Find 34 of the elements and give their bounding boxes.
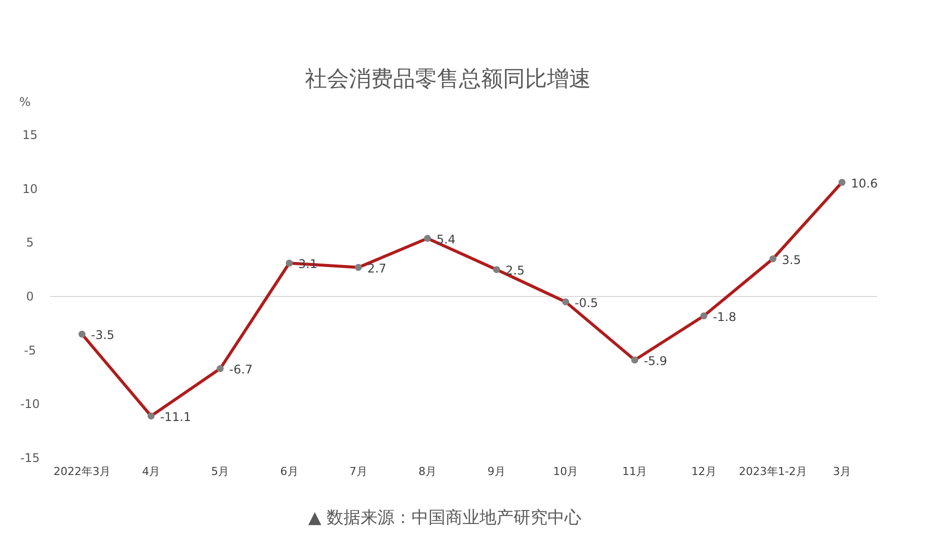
- data-label: -1.8: [712, 310, 736, 324]
- y-tick-label: -5: [24, 343, 36, 358]
- x-tick-label: 4月: [142, 465, 160, 478]
- x-tick-label: 9月: [488, 465, 506, 478]
- x-tick-label: 7月: [349, 465, 368, 478]
- data-label: 2.5: [506, 264, 525, 278]
- x-tick-label: 2022年3月: [54, 465, 110, 478]
- y-tick-label: 0: [26, 290, 34, 304]
- data-label: -0.5: [574, 296, 598, 310]
- data-label: 10.6: [851, 176, 878, 190]
- data-label: -6.7: [229, 362, 253, 377]
- x-tick-label: 5月: [211, 465, 230, 478]
- x-tick-label: 10月: [553, 465, 578, 478]
- y-tick-label: -15: [20, 451, 40, 465]
- data-label: 2.7: [367, 261, 386, 276]
- y-tick-label: 5: [26, 236, 34, 250]
- data-label: 5.4: [436, 232, 456, 246]
- x-tick-label: 2023年1-2月: [738, 465, 807, 478]
- y-axis-title: %: [19, 95, 31, 109]
- data-label: 3.1: [298, 257, 318, 272]
- x-tick-label: 11月: [622, 465, 648, 478]
- x-tick-label: 6月: [280, 465, 298, 478]
- data-label: -11.1: [160, 410, 192, 424]
- x-tick-label: 12月: [691, 465, 716, 478]
- data-label: 3.5: [782, 252, 802, 267]
- x-tick-label: 3月: [833, 465, 851, 478]
- data-label: -5.9: [644, 354, 668, 368]
- chart-title: 社会消费品零售总额同比增速: [305, 67, 591, 92]
- text: ▲ 数据来源：中国商业地产研究中心: [308, 508, 582, 528]
- y-tick-label: 15: [22, 128, 38, 142]
- y-tick-label: -10: [20, 397, 40, 412]
- y-tick-label: 10: [22, 182, 38, 196]
- data-label: -3.5: [91, 328, 114, 342]
- x-tick-label: 8月: [418, 465, 436, 478]
